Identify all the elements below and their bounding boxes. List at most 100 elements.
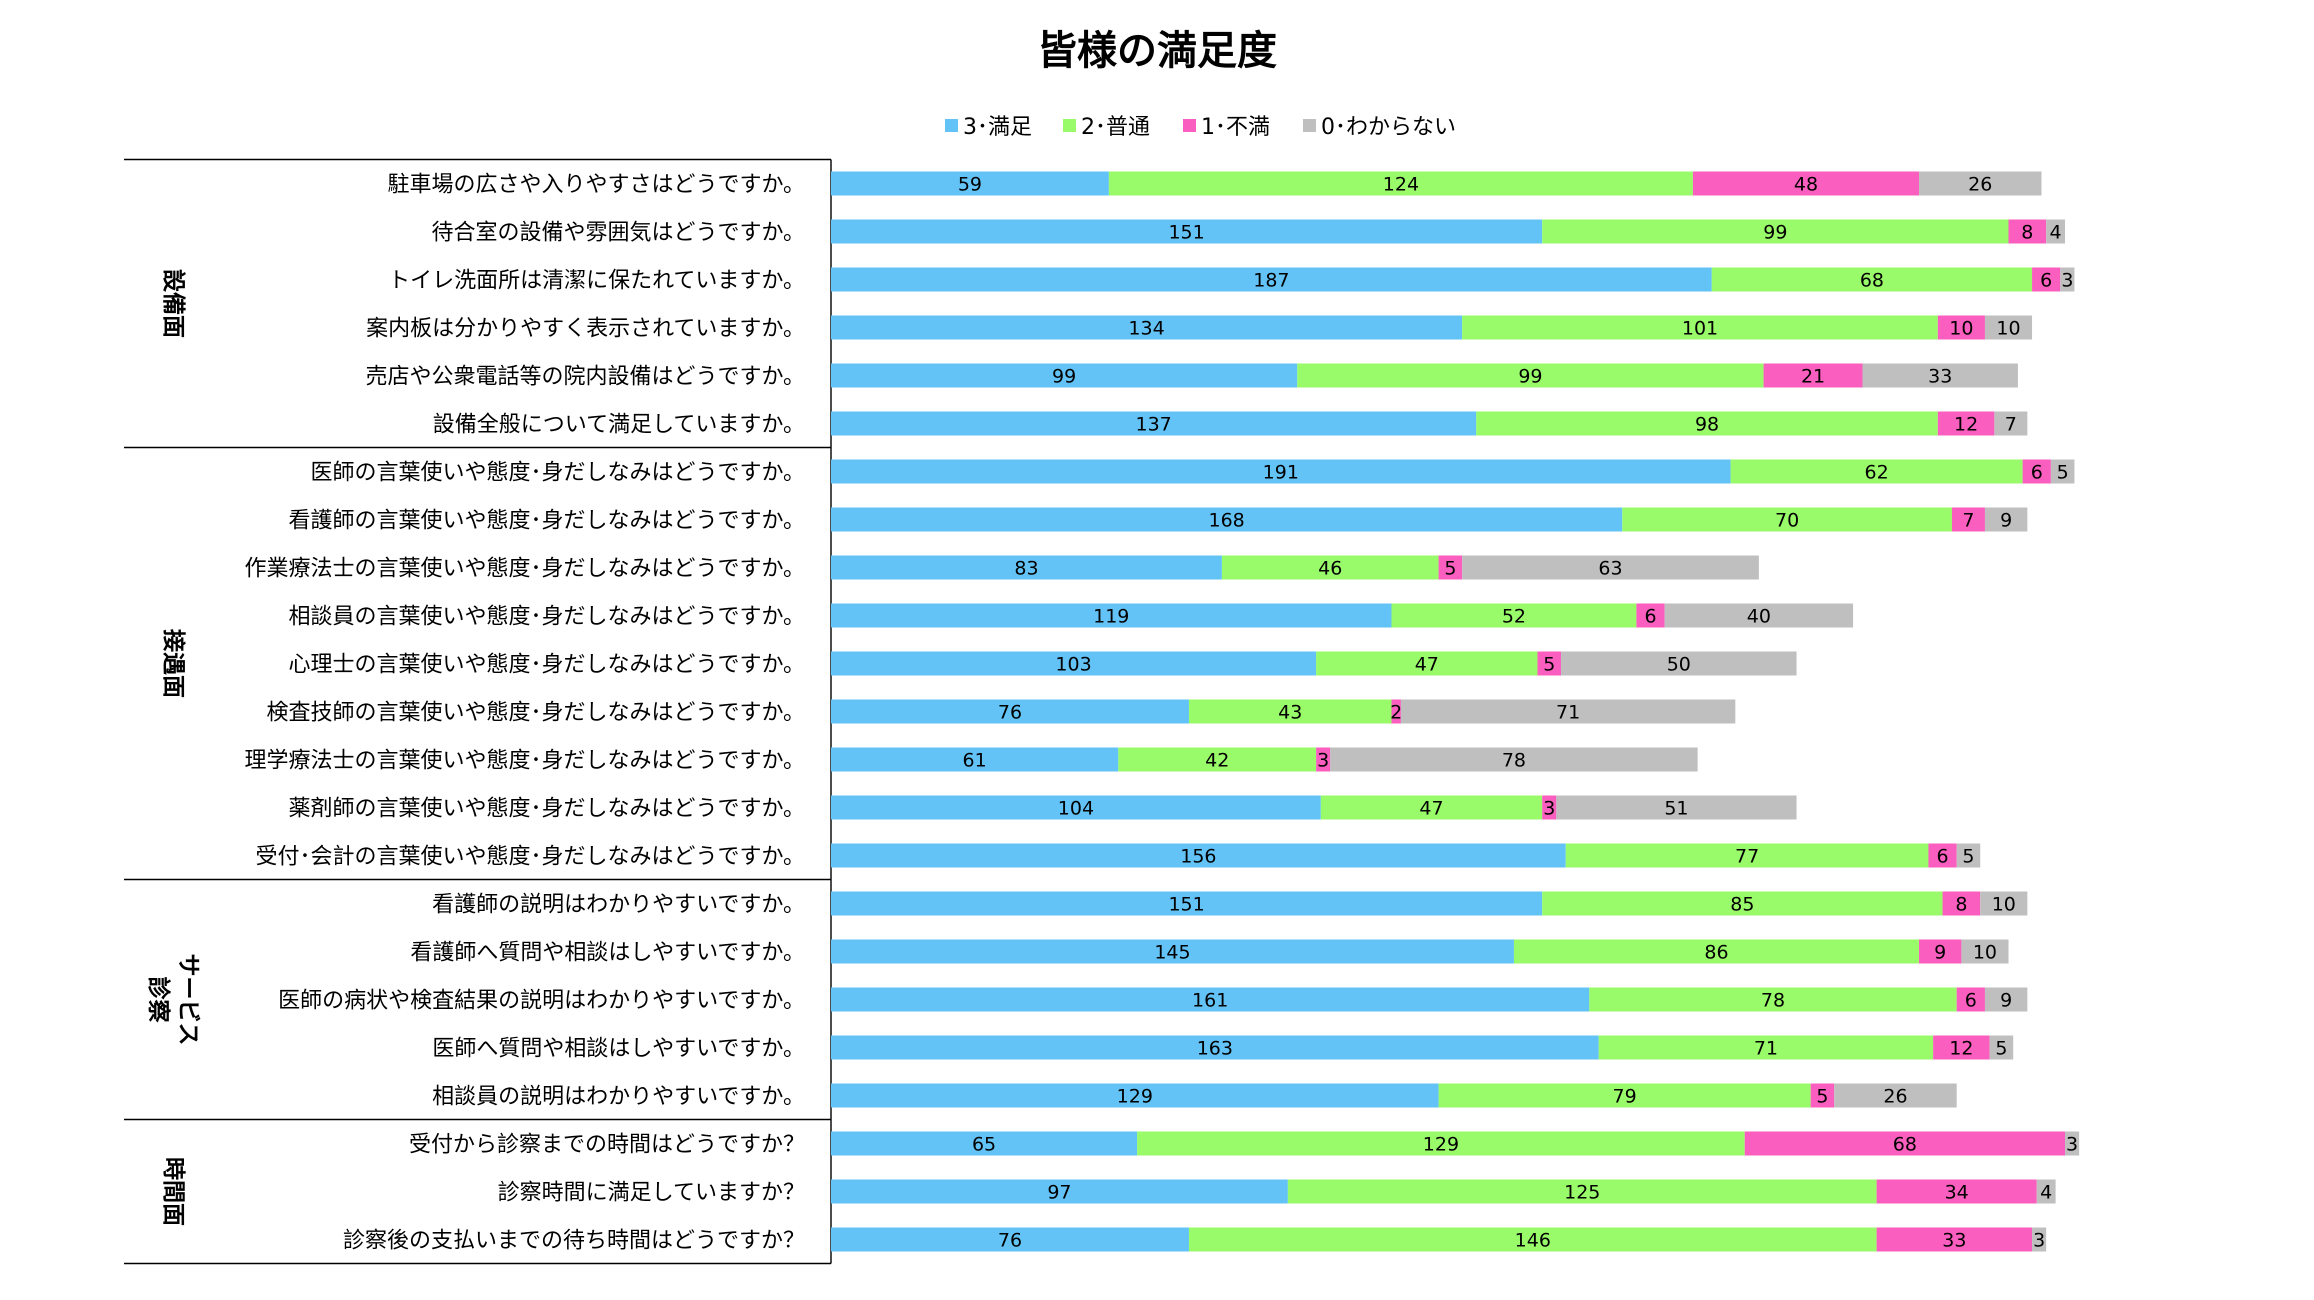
value-label-0-8: 63 (1598, 558, 1622, 580)
bar-seg-2-1 (1542, 219, 2009, 244)
bar-seg-2-16 (1513, 939, 1920, 964)
category-label-20: 受付から診察までの時間はどうですか？ (409, 1133, 805, 1158)
value-label-1-8: 5 (1444, 558, 1456, 580)
bar-seg-2-0 (1108, 171, 1693, 196)
bar-seg-3-10 (831, 651, 1317, 676)
value-label-1-11: 2 (1390, 702, 1402, 724)
bar-seg-2-3 (1462, 315, 1938, 340)
bar-row-14: 156 77 6 5 (831, 843, 1981, 868)
value-label-2-20: 129 (1423, 1134, 1459, 1156)
value-label-1-4: 21 (1801, 366, 1825, 388)
value-label-0-1: 4 (2050, 222, 2062, 244)
bar-seg-0-22 (2032, 1227, 2047, 1252)
value-label-1-0: 48 (1794, 174, 1818, 196)
bar-seg-2-14 (1565, 843, 1929, 868)
category-label-15: 看護師の説明はわかりやすいですか。 (432, 893, 805, 918)
value-label-3-21: 97 (1047, 1182, 1071, 1204)
value-label-3-11: 76 (998, 702, 1022, 724)
value-label-3-17: 161 (1192, 990, 1228, 1012)
bar-seg-1-22 (1876, 1227, 2033, 1252)
bar-seg-0-7 (1984, 507, 2028, 532)
value-label-0-16: 10 (1973, 942, 1997, 964)
bar-seg-1-4 (1763, 363, 1863, 388)
bar-row-13: 104 47 3 51 (831, 795, 1797, 820)
bar-seg-3-12 (831, 747, 1119, 772)
bar-seg-1-7 (1951, 507, 1985, 532)
bar-seg-0-11 (1400, 699, 1736, 724)
value-label-2-1: 99 (1763, 222, 1787, 244)
value-label-0-2: 3 (2061, 270, 2073, 292)
value-label-3-18: 163 (1197, 1038, 1233, 1060)
value-label-2-22: 146 (1515, 1230, 1551, 1252)
bar-seg-1-18 (1933, 1035, 1990, 1060)
bar-seg-2-19 (1438, 1083, 1811, 1108)
value-label-1-17: 6 (1965, 990, 1977, 1012)
bar-row-3: 134 101 10 10 (831, 315, 2033, 340)
value-label-2-5: 98 (1695, 414, 1719, 436)
value-label-1-22: 33 (1942, 1230, 1966, 1252)
bar-seg-1-0 (1692, 171, 1920, 196)
value-label-0-3: 10 (1996, 318, 2020, 340)
value-label-2-15: 85 (1730, 894, 1754, 916)
category-label-16: 看護師へ質問や相談はしやすいですか。 (410, 941, 805, 966)
category-label-22: 診察後の支払いまでの待ち時間はどうですか？ (343, 1229, 805, 1254)
category-label-14: 受付･会計の言葉使いや態度･身だしなみはどうですか。 (255, 845, 805, 870)
value-label-3-2: 187 (1253, 270, 1289, 292)
bar-seg-0-20 (2065, 1131, 2080, 1156)
category-table (124, 158, 832, 1265)
bar-seg-0-1 (2046, 219, 2066, 244)
value-label-0-14: 5 (1962, 846, 1974, 868)
value-label-1-6: 6 (2031, 462, 2043, 484)
value-label-2-16: 86 (1704, 942, 1728, 964)
value-label-3-13: 104 (1058, 798, 1094, 820)
legend-swatch-3 (945, 119, 958, 132)
category-label-17: 医師の病状や検査結果の説明はわかりやすいですか。 (278, 989, 805, 1014)
value-label-1-12: 3 (1317, 750, 1329, 772)
bar-seg-2-17 (1589, 987, 1957, 1012)
legend-item-1: 1･不満 (1183, 115, 1270, 140)
value-label-0-19: 26 (1883, 1086, 1907, 1108)
bar-seg-0-12 (1330, 747, 1698, 772)
value-label-3-1: 151 (1168, 222, 1204, 244)
category-label-10: 心理士の言葉使いや態度･身だしなみはどうですか。 (288, 653, 805, 678)
category-label-4: 売店や公衆電話等の院内設備はどうですか。 (365, 365, 805, 390)
bar-row-0: 59 124 48 26 (831, 171, 2042, 196)
bar-seg-2-9 (1391, 603, 1637, 628)
value-label-1-20: 68 (1893, 1134, 1917, 1156)
value-label-0-21: 4 (2040, 1182, 2052, 1204)
bar-seg-1-15 (1942, 891, 1981, 916)
bar-row-21: 97 125 34 4 (831, 1179, 2056, 1204)
value-label-3-3: 134 (1128, 318, 1164, 340)
bar-seg-3-1 (831, 219, 1543, 244)
bar-row-7: 168 70 7 9 (831, 507, 2028, 532)
value-label-2-9: 52 (1502, 606, 1526, 628)
value-label-3-5: 137 (1136, 414, 1172, 436)
bar-seg-0-14 (1956, 843, 1981, 868)
value-label-3-14: 156 (1180, 846, 1216, 868)
bar-seg-3-6 (831, 459, 1731, 484)
bar-seg-1-11 (1391, 699, 1401, 724)
value-label-0-15: 10 (1992, 894, 2016, 916)
bar-seg-3-7 (831, 507, 1623, 532)
category-label-18: 医師へ質問や相談はしやすいですか。 (432, 1037, 805, 1062)
bar-seg-3-19 (831, 1083, 1439, 1108)
category-label-0: 駐車場の広さや入りやすさはどうですか。 (387, 173, 805, 198)
value-label-3-15: 151 (1168, 894, 1204, 916)
bar-seg-2-21 (1287, 1179, 1877, 1204)
value-label-2-10: 47 (1415, 654, 1439, 676)
bar-row-2: 187 68 6 3 (831, 267, 2075, 292)
legend-label-0: 0･わからない (1321, 115, 1456, 140)
chart-title: 皆様の満足度 (1037, 28, 1277, 74)
bar-seg-0-10 (1561, 651, 1797, 676)
value-label-2-6: 62 (1865, 462, 1889, 484)
category-label-19: 相談員の説明はわかりやすいですか。 (432, 1085, 805, 1110)
value-label-0-22: 3 (2033, 1230, 2045, 1252)
value-label-0-18: 5 (1995, 1038, 2007, 1060)
bar-seg-3-17 (831, 987, 1590, 1012)
bar-row-18: 163 71 12 5 (831, 1035, 2014, 1060)
value-label-3-12: 61 (963, 750, 987, 772)
category-label-2: トイレ洗面所は清潔に保たれていますか。 (388, 269, 805, 294)
bar-seg-0-15 (1980, 891, 2028, 916)
value-label-0-11: 71 (1556, 702, 1580, 724)
